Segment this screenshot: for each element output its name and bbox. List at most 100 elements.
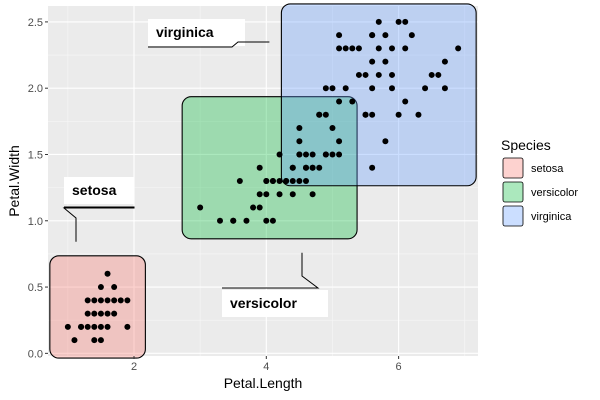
data-point (91, 337, 98, 344)
data-point (230, 217, 237, 224)
x-tick-label: 4 (263, 361, 269, 373)
data-point (402, 98, 409, 105)
data-point (283, 178, 290, 184)
data-point (269, 217, 276, 224)
axes: 2 4 6 0.0 0.5 1.0 1.5 2.0 2.5 (28, 17, 402, 373)
legend: Species setosa versicolor virginica (501, 137, 578, 227)
data-point (236, 178, 243, 184)
legend-title: Species (501, 137, 551, 153)
data-point (250, 204, 257, 211)
data-point (336, 151, 343, 158)
data-point (395, 18, 402, 25)
group-labels: setosa versicolor virginica (62, 19, 328, 317)
data-point (84, 323, 91, 330)
data-point (322, 85, 329, 92)
data-point (256, 164, 263, 171)
data-point (362, 71, 369, 78)
data-point (382, 32, 389, 39)
data-point (309, 164, 316, 171)
data-point (104, 323, 111, 330)
x-tick-label: 2 (131, 361, 137, 373)
group-label-connector-virginica (148, 41, 270, 48)
x-axis-title: Petal.Length (224, 375, 303, 391)
data-point (97, 323, 104, 330)
data-point (296, 138, 303, 145)
data-point (104, 310, 111, 317)
y-tick-label: 1.5 (28, 149, 43, 161)
data-point (243, 217, 250, 224)
legend-key-setosa (502, 157, 524, 179)
y-tick-label: 2.0 (28, 83, 43, 95)
data-point (124, 297, 131, 304)
data-point (389, 71, 395, 78)
data-point (197, 204, 204, 211)
data-point (263, 178, 270, 184)
data-point (276, 178, 283, 184)
data-point (303, 178, 309, 184)
data-point (263, 191, 270, 198)
data-point (402, 18, 409, 25)
data-point (269, 178, 276, 184)
data-point (428, 71, 435, 78)
data-point (256, 191, 263, 198)
data-point (422, 85, 429, 92)
data-point (276, 151, 283, 158)
data-point (124, 323, 131, 330)
data-point (111, 297, 118, 304)
group-label-connector-setosa (62, 206, 135, 242)
y-tick-label: 0.5 (28, 282, 43, 294)
data-point (329, 124, 336, 131)
group-box-setosa (49, 255, 146, 359)
data-point (316, 164, 323, 171)
data-point (362, 111, 369, 118)
data-point (97, 337, 104, 344)
data-point (369, 58, 376, 65)
data-point (97, 310, 104, 317)
legend-label-versicolor: versicolor (531, 187, 578, 199)
data-point (355, 71, 362, 78)
data-point (289, 164, 296, 171)
data-point (441, 58, 448, 65)
data-point (296, 151, 303, 158)
data-point (78, 323, 85, 330)
data-points (64, 18, 462, 344)
data-point (104, 270, 111, 277)
data-point (289, 191, 296, 198)
data-point (342, 45, 349, 52)
data-point (369, 164, 376, 171)
x-tick-label: 6 (396, 361, 402, 373)
data-point (349, 45, 356, 52)
data-point (309, 191, 316, 198)
data-point (455, 45, 462, 52)
data-point (389, 45, 395, 52)
data-point (382, 58, 389, 65)
group-label-box-setosa (64, 177, 134, 204)
data-point (296, 124, 303, 131)
y-tick-label: 1.0 (28, 216, 43, 228)
legend-key-bg (502, 181, 524, 203)
data-point (441, 85, 448, 92)
data-point (309, 151, 316, 158)
data-point (91, 310, 98, 317)
legend-key-bg (502, 157, 524, 179)
data-point (91, 323, 98, 330)
data-point (389, 85, 395, 92)
data-point (336, 45, 343, 52)
legend-key-bg (502, 205, 524, 227)
data-point (369, 111, 376, 118)
group-box-versicolor (181, 96, 358, 240)
data-point (349, 98, 356, 105)
data-point (71, 337, 78, 344)
group-label-box-versicolor (222, 290, 328, 317)
legend-label-setosa: setosa (531, 163, 564, 175)
group-ellipses (49, 3, 477, 359)
y-tick-label: 0.0 (28, 348, 43, 360)
data-point (322, 111, 329, 118)
data-point (336, 138, 343, 145)
data-point (415, 111, 422, 118)
data-point (303, 151, 309, 158)
data-point (289, 178, 296, 184)
data-point (117, 297, 124, 304)
data-point (329, 151, 336, 158)
data-point (97, 297, 104, 304)
